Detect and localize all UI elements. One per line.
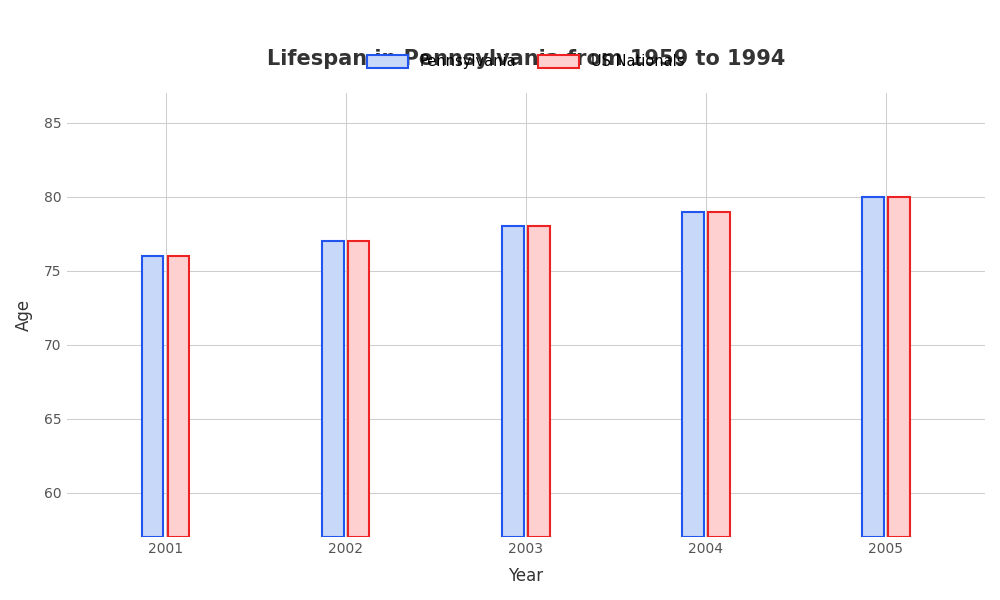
Title: Lifespan in Pennsylvania from 1959 to 1994: Lifespan in Pennsylvania from 1959 to 19…	[267, 49, 785, 70]
Bar	[348, 241, 369, 537]
Bar	[168, 256, 189, 537]
Bar	[862, 197, 884, 537]
Bar	[142, 256, 163, 537]
Bar	[682, 212, 704, 537]
Bar	[528, 226, 550, 537]
Legend: Pennsylvania, US Nationals: Pennsylvania, US Nationals	[360, 47, 692, 77]
Bar	[888, 197, 910, 537]
X-axis label: Year: Year	[508, 567, 543, 585]
Y-axis label: Age: Age	[15, 299, 33, 331]
Bar	[322, 241, 344, 537]
Bar	[502, 226, 524, 537]
Bar	[708, 212, 730, 537]
